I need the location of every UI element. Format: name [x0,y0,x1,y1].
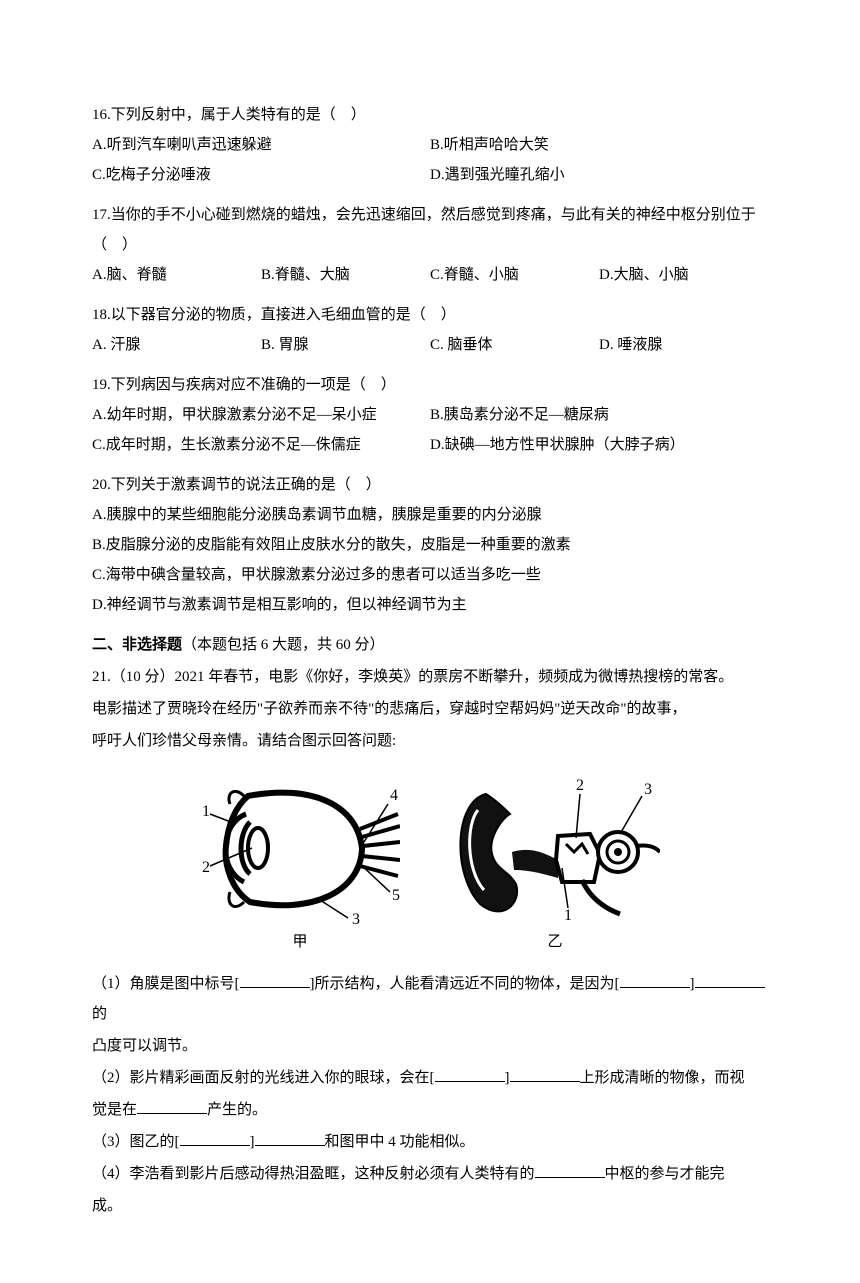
ear-diagram-icon: 1 2 3 [450,774,660,924]
q19-opt-c: C.成年时期，生长激素分泌不足—侏儒症 [92,430,430,460]
q21-sub4a: （4）李浩看到影片后感动得热泪盈眶，这种反射必须有人类特有的 [92,1166,535,1182]
q21-sub2-line1: （2）影片精彩画面反射的光线进入你的眼球，会在[]上形成清晰的物像，而视 [92,1063,768,1093]
q21-sub1d: 的 [92,1006,107,1022]
q18-opt-a: A. 汗腺 [92,330,261,360]
q19-opt-b: B.胰岛素分泌不足—糖尿病 [430,400,768,430]
q21-intro-line3: 呼吁人们珍惜父母亲情。请结合图示回答问题: [92,726,768,756]
question-19-text: 19.下列病因与疾病对应不准确的一项是（ ） [92,370,768,400]
blank [435,1066,505,1083]
q20-opt-b: B.皮脂腺分泌的皮脂能有效阻止皮肤水分的散失，皮脂是一种重要的激素 [92,530,768,560]
q16-opt-a: A.听到汽车喇叭声迅速躲避 [92,130,430,160]
blank [137,1098,207,1115]
q21-intro-line2: 电影描述了贾晓玲在经历"子欲养而亲不待"的悲痛后，穿越时空帮妈妈"逆天改命"的故… [92,694,768,724]
question-18-text: 18.以下器官分泌的物质，直接进入毛细血管的是（ ） [92,300,768,330]
question-16-text: 16.下列反射中，属于人类特有的是（ ） [92,100,768,130]
question-20-text: 20.下列关于激素调节的说法正确的是（ ） [92,470,768,500]
question-17: 17.当你的手不小心碰到燃烧的蜡烛，会先迅速缩回，然后感觉到疼痛，与此有关的神经… [92,200,768,290]
blank [510,1066,580,1083]
blank [255,1130,325,1147]
figure-ear: 1 2 3 乙 [450,774,660,951]
blank [535,1162,605,1179]
q17-opt-d: D.大脑、小脑 [599,260,768,290]
q21-intro-line1: 21.（10 分）2021 年春节，电影《你好，李焕英》的票房不断攀升，频频成为… [92,662,768,692]
question-16: 16.下列反射中，属于人类特有的是（ ） A.听到汽车喇叭声迅速躲避 B.听相声… [92,100,768,190]
question-18: 18.以下器官分泌的物质，直接进入毛细血管的是（ ） A. 汗腺 B. 胃腺 C… [92,300,768,360]
q17-opt-a: A.脑、脊髓 [92,260,261,290]
svg-text:4: 4 [390,787,398,804]
q16-opt-b: B.听相声哈哈大笑 [430,130,768,160]
q20-opt-d: D.神经调节与激素调节是相互影响的，但以神经调节为主 [92,590,768,620]
q21-sub2c: 上形成清晰的物像，而视 [580,1070,745,1086]
blank [240,972,310,989]
section-2-header-text: 二、非选择题（本题包括 6 大题，共 60 分） [92,637,385,653]
svg-text:3: 3 [644,781,652,798]
svg-text:1: 1 [202,803,210,820]
q20-opt-a: A.胰腺中的某些细胞能分泌胰岛素调节血糖，胰腺是重要的内分泌腺 [92,500,768,530]
q19-opt-a: A.幼年时期，甲状腺激素分泌不足—呆小症 [92,400,430,430]
q21-sub2a: （2）影片精彩画面反射的光线进入你的眼球，会在[ [92,1070,435,1086]
q17-opt-c: C.脊髓、小脑 [430,260,599,290]
q21-sub1-line2: 凸度可以调节。 [92,1031,768,1061]
q18-opt-d: D. 唾液腺 [599,330,768,360]
svg-text:2: 2 [576,777,584,794]
svg-text:1: 1 [564,907,572,924]
svg-text:2: 2 [202,859,210,876]
blank [180,1130,250,1147]
q16-opt-d: D.遇到强光瞳孔缩小 [430,160,768,190]
q18-opt-b: B. 胃腺 [261,330,430,360]
q21-sub2e: 产生的。 [207,1102,267,1118]
q21-sub4-line1: （4）李浩看到影片后感动得热泪盈眶，这种反射必须有人类特有的 中枢的参与才能完 [92,1159,768,1189]
question-20: 20.下列关于激素调节的说法正确的是（ ） A.胰腺中的某些细胞能分泌胰岛素调节… [92,470,768,620]
q21-sub4-line2: 成。 [92,1191,768,1221]
figure-eye: 1 2 3 4 5 甲 [200,774,400,951]
q21-sub3: （3）图乙的[]和图甲中 4 功能相似。 [92,1127,768,1157]
figure-row: 1 2 3 4 5 甲 [92,774,768,951]
question-19: 19.下列病因与疾病对应不准确的一项是（ ） A.幼年时期，甲状腺激素分泌不足—… [92,370,768,460]
svg-text:5: 5 [392,887,400,904]
q17-opt-b: B.脊髓、大脑 [261,260,430,290]
svg-text:3: 3 [352,911,360,924]
section-2-header: 二、非选择题（本题包括 6 大题，共 60 分） [92,630,768,660]
q21-sub2-line2: 觉是在 产生的。 [92,1095,768,1125]
q21-sub1-line1: （1）角膜是图中标号[]所示结构，人能看清远近不同的物体，是因为[]的 [92,969,768,1029]
q21-sub2d: 觉是在 [92,1102,137,1118]
q21-sub3c: 和图甲中 4 功能相似。 [325,1134,475,1150]
figure-ear-label: 乙 [547,930,562,951]
q21-sub4b: 中枢的参与才能完 [605,1166,725,1182]
q16-opt-c: C.吃梅子分泌唾液 [92,160,430,190]
blank [620,972,690,989]
q18-opt-c: C. 脑垂体 [430,330,599,360]
q20-opt-c: C.海带中碘含量较高，甲状腺激素分泌过多的患者可以适当多吃一些 [92,560,768,590]
figure-eye-label: 甲 [292,930,307,951]
q21-sub1a: （1）角膜是图中标号[ [92,976,240,992]
eye-diagram-icon: 1 2 3 4 5 [200,774,400,924]
q21-sub1b: ]所示结构，人能看清远近不同的物体，是因为[ [310,976,620,992]
q19-opt-d: D.缺碘—地方性甲状腺肿（大脖子病） [430,430,768,460]
q21-sub3a: （3）图乙的[ [92,1134,180,1150]
question-17-text: 17.当你的手不小心碰到燃烧的蜡烛，会先迅速缩回，然后感觉到疼痛，与此有关的神经… [92,200,768,260]
blank [695,972,765,989]
